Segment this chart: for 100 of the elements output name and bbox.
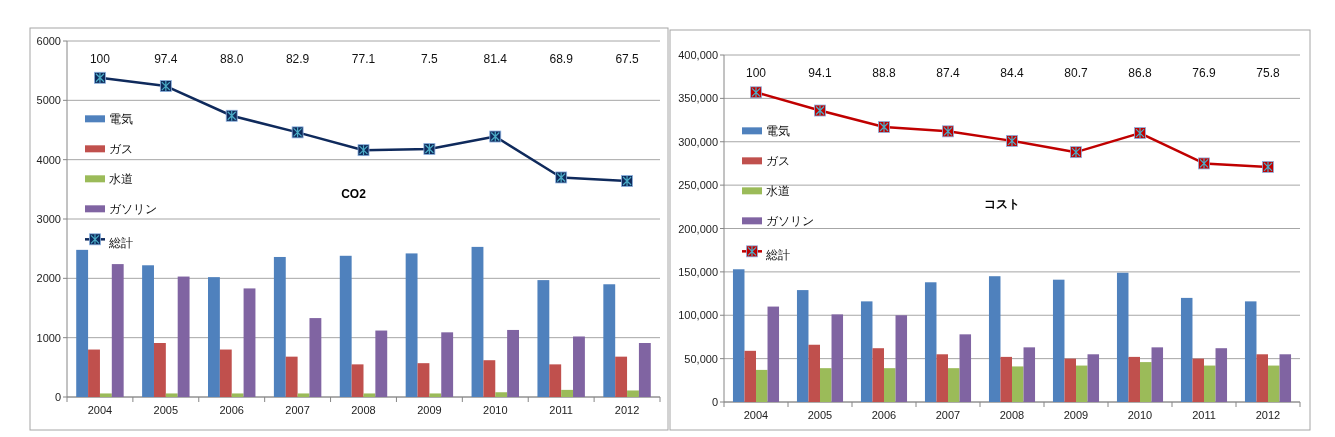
bar [1180,297,1193,402]
bar [1279,354,1292,402]
annotation: 68.9 [549,52,574,66]
bar [756,369,768,402]
annotation: 88.0 [220,52,244,66]
bar [153,343,166,397]
legend-label: 電気 [766,124,790,139]
x-tick-label: 2004 [87,404,113,416]
bar [177,276,190,397]
bar [603,284,616,397]
bar [429,393,442,397]
bar [959,334,972,402]
legend-label: ガソリン [109,202,157,217]
bar [339,255,352,397]
annotation: 80.7 [1064,66,1088,80]
y-tick-label: 50,000 [684,352,718,365]
annotation: 97.4 [154,52,178,66]
bar [88,349,100,397]
y-tick-label: 1000 [36,331,61,344]
bar [820,368,832,402]
y-tick-label: 400,000 [678,49,718,61]
text: コスト [984,196,1020,211]
y-tick-label: 5000 [36,94,61,107]
bar [744,350,756,402]
bar [638,343,651,397]
bar [988,276,1001,402]
bar [142,265,154,397]
y-tick-label: 4000 [36,153,61,166]
bar [417,363,430,397]
annotation: 81.4 [483,52,508,66]
bar [1192,358,1204,402]
bar [99,393,112,397]
bar [872,348,884,402]
bar [573,336,585,397]
annotation: 76.9 [1192,66,1216,80]
bar [561,389,574,397]
y-tick-label: 6000 [36,35,61,47]
legend-label: 水道 [109,172,133,187]
bar [884,368,896,402]
x-tick-label: 2007 [285,404,310,416]
annotation: 75.8 [1256,66,1280,80]
y-tick-label: 3000 [36,213,61,225]
legend-label: 電気 [109,112,133,127]
bar [1256,354,1268,402]
bar [1064,358,1076,402]
bar [936,354,948,402]
bar [351,364,364,397]
annotation: 86.8 [1128,66,1152,80]
bar [471,246,484,397]
y-tick-label: 150,000 [678,265,718,278]
bar [483,360,496,397]
y-tick-label: 0 [54,391,61,403]
bar [1268,365,1280,402]
x-tick-label: 2006 [871,409,897,421]
annotation: 94.1 [808,66,832,80]
legend-label: 総計 [108,236,133,251]
annotation: 88.8 [872,66,896,80]
bar [1204,365,1216,402]
legend-label: ガス [766,154,790,169]
x-tick-label: 2008 [351,404,376,416]
bar [363,393,376,397]
y-tick-label: 250,000 [678,179,718,192]
bar [549,364,562,397]
y-tick-label: 2000 [36,272,61,285]
x-tick-label: 2011 [549,404,573,416]
bar [375,330,388,397]
text: CO2 [341,186,367,201]
annotation: 100 [89,52,111,66]
bar [495,392,508,397]
bar [615,356,628,397]
bar [1023,347,1036,402]
bar [441,332,454,397]
bar [273,256,286,397]
y-tick-label: 350,000 [678,92,718,105]
legend-label: ガソリン [766,214,814,229]
annotation: 77.1 [351,52,376,66]
bar [243,288,256,397]
bar [732,269,745,402]
x-tick-label: 2008 [999,409,1025,421]
annotation: 67.5 [615,52,640,66]
x-tick-label: 2010 [483,404,508,416]
bar [767,306,780,402]
x-tick-label: 2004 [743,409,769,421]
x-tick-label: 2011 [1192,409,1216,421]
annotation: 87.4 [936,66,960,80]
bar [796,290,809,402]
y-tick-label: 0 [711,396,718,408]
bar [808,344,820,402]
bar [537,280,550,397]
bar [1140,362,1152,402]
bar [1244,301,1257,402]
bar [1151,347,1164,402]
y-tick-label: 200,000 [678,222,718,235]
bar [627,390,639,397]
legend-label: 総計 [765,248,790,263]
bar [165,393,178,397]
bar [1012,366,1024,402]
x-tick-label: 2010 [1127,409,1153,421]
bar [111,264,124,397]
bar [309,318,322,397]
